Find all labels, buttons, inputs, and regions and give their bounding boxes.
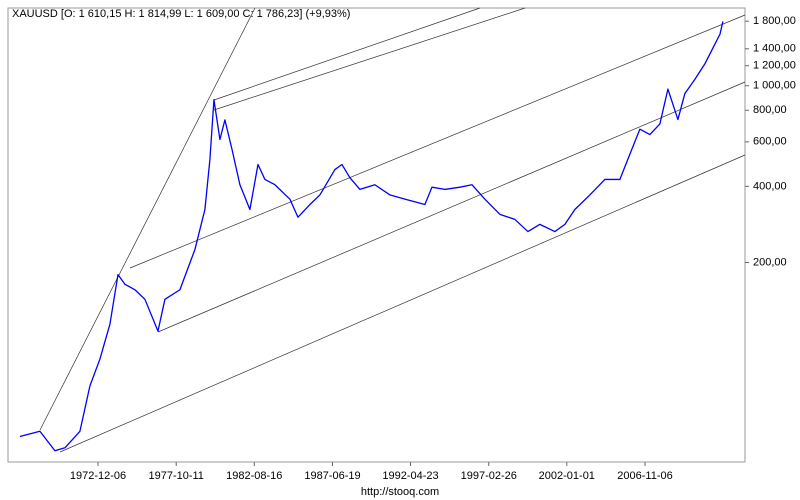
x-tick-label: 1987-06-19 (304, 470, 360, 482)
x-tick-label: 2002-01-01 (539, 470, 595, 482)
y-tick-label: 600,00 (753, 136, 787, 148)
x-tick-label: 1992-04-23 (382, 470, 438, 482)
y-tick-label: 1 000,00 (753, 80, 796, 92)
fan-line (213, 7, 526, 111)
price-line (19, 21, 724, 452)
x-tick-label: 1982-08-16 (226, 470, 282, 482)
x-tick-label: 2006-11-06 (617, 470, 672, 482)
y-tick-label: 1 200,00 (753, 60, 796, 72)
y-tick-label: 200,00 (753, 256, 787, 268)
fan-line (39, 7, 256, 431)
trend-lines (39, 7, 746, 453)
x-tick-label: 1997-02-26 (461, 470, 517, 482)
y-tick-label: 800,00 (753, 104, 787, 116)
fan-line (213, 7, 481, 101)
x-tick-label: 1977-10-11 (148, 470, 203, 482)
plot-frame (7, 7, 746, 463)
fan-line (59, 154, 746, 453)
y-tick-label: 400,00 (753, 180, 787, 192)
x-tick-label: 1972-12-06 (70, 470, 126, 482)
source-label: http://stooq.com (361, 486, 439, 498)
fan-line (129, 14, 746, 269)
fan-line (157, 81, 746, 333)
chart-title: XAUUSD [O: 1 610,15 H: 1 814,99 L: 1 609… (12, 8, 350, 20)
y-tick-label: 1 800,00 (753, 15, 796, 27)
y-tick-label: 1 400,00 (753, 43, 796, 55)
